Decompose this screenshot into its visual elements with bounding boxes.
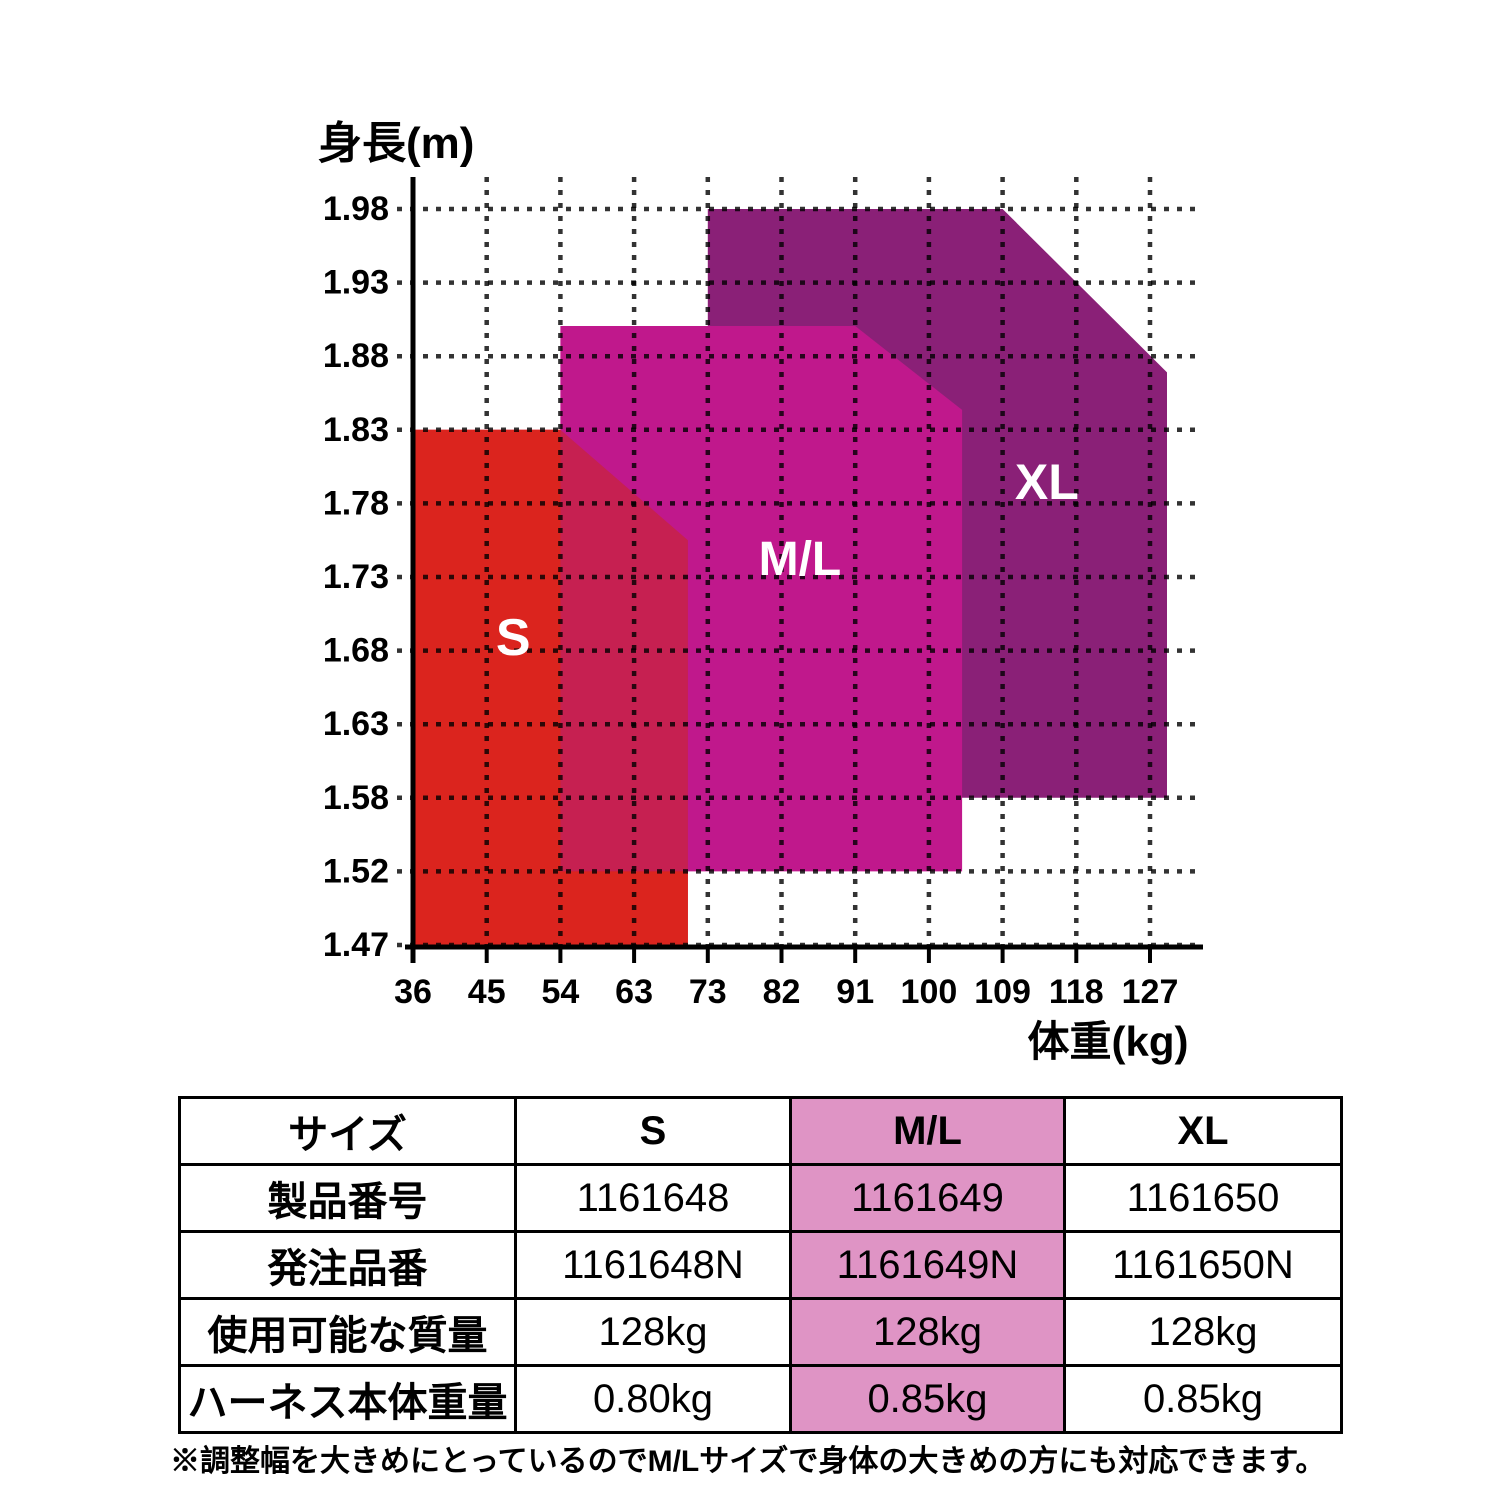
x-tick-label: 63 [615,973,653,1011]
tick-labels: 1.47 1.52 1.58 1.63 1.68 1.73 1.78 1.83 1.88 1.93… [323,190,1179,1011]
table-header-row: サイズ S M/L XL [178,1096,1343,1166]
row-label: ハーネス本体重量 [178,1364,517,1434]
region-labels: XL M/L S [496,454,1079,667]
table-row: ハーネス本体重量 0.80kg 0.85kg 0.85kg [178,1364,1343,1434]
size-spec-table: サイズ S M/L XL 製品番号 1161648 1161649 1161650 発注品番 1… [178,1096,1343,1434]
y-tick-label: 1.93 [323,264,389,302]
region-label-s: S [496,609,531,667]
cell-value: 0.85kg [789,1364,1066,1434]
x-tick-label: 36 [394,973,432,1011]
table-header-m-l: M/L [789,1096,1066,1166]
cell-value: 1161648N [514,1230,792,1300]
cell-value: 128kg [1063,1297,1343,1367]
x-tick-label: 54 [541,973,579,1011]
y-tick-label: 1.98 [323,190,389,228]
row-label: 製品番号 [178,1163,517,1233]
cell-value: 1161648 [514,1163,792,1233]
cell-value: 0.80kg [514,1364,792,1434]
table-header-s: S [514,1096,792,1166]
cell-value: 1161650 [1063,1163,1343,1233]
y-tick-label: 1.58 [323,779,389,817]
table-row: 使用可能な質量 128kg 128kg 128kg [178,1297,1343,1367]
cell-value: 1161649N [789,1230,1066,1300]
row-label: 使用可能な質量 [178,1297,517,1367]
x-tick-label: 127 [1122,973,1179,1011]
row-label: 発注品番 [178,1230,517,1300]
y-axis-title: 身長(m) [318,119,474,168]
x-axis-title: 体重(kg) [1028,1018,1189,1065]
region-label-xl: XL [1015,454,1079,510]
table-row: 発注品番 1161648N 1161649N 1161650N [178,1230,1343,1300]
x-tick-label: 100 [901,973,958,1011]
y-tick-label: 1.52 [323,852,389,890]
region-label-ml: M/L [759,533,842,586]
cell-value: 1161650N [1063,1230,1343,1300]
y-tick-label: 1.63 [323,705,389,743]
cell-value: 128kg [789,1297,1066,1367]
x-tick-label: 82 [763,973,801,1011]
axis-titles: 身長(m) 体重(kg) [318,119,1189,1065]
table-header-label: サイズ [178,1096,517,1166]
cell-value: 1161649 [789,1163,1066,1233]
region-s [413,429,688,945]
y-tick-label: 1.73 [323,558,389,596]
y-tick-label: 1.47 [323,926,389,964]
y-tick-label: 1.78 [323,484,389,522]
y-tick-label: 1.83 [323,411,389,449]
y-tick-label: 1.68 [323,632,389,670]
table-row: 製品番号 1161648 1161649 1161650 [178,1163,1343,1233]
axes [405,177,1203,963]
x-tick-label: 118 [1049,973,1104,1011]
table-header-xl: XL [1063,1096,1343,1166]
cell-value: 128kg [514,1297,792,1367]
y-tick-label: 1.88 [323,337,389,375]
cell-value: 0.85kg [1063,1364,1343,1434]
x-tick-label: 73 [689,973,727,1011]
x-tick-label: 91 [836,973,874,1011]
footnote-text: ※調整幅を大きめにとっているのでM/Lサイズで身体の大きめの方にも対応できます。 [170,1445,1326,1478]
x-tick-label: 45 [468,973,506,1011]
size-regions [413,209,1167,945]
x-tick-label: 109 [974,973,1031,1011]
